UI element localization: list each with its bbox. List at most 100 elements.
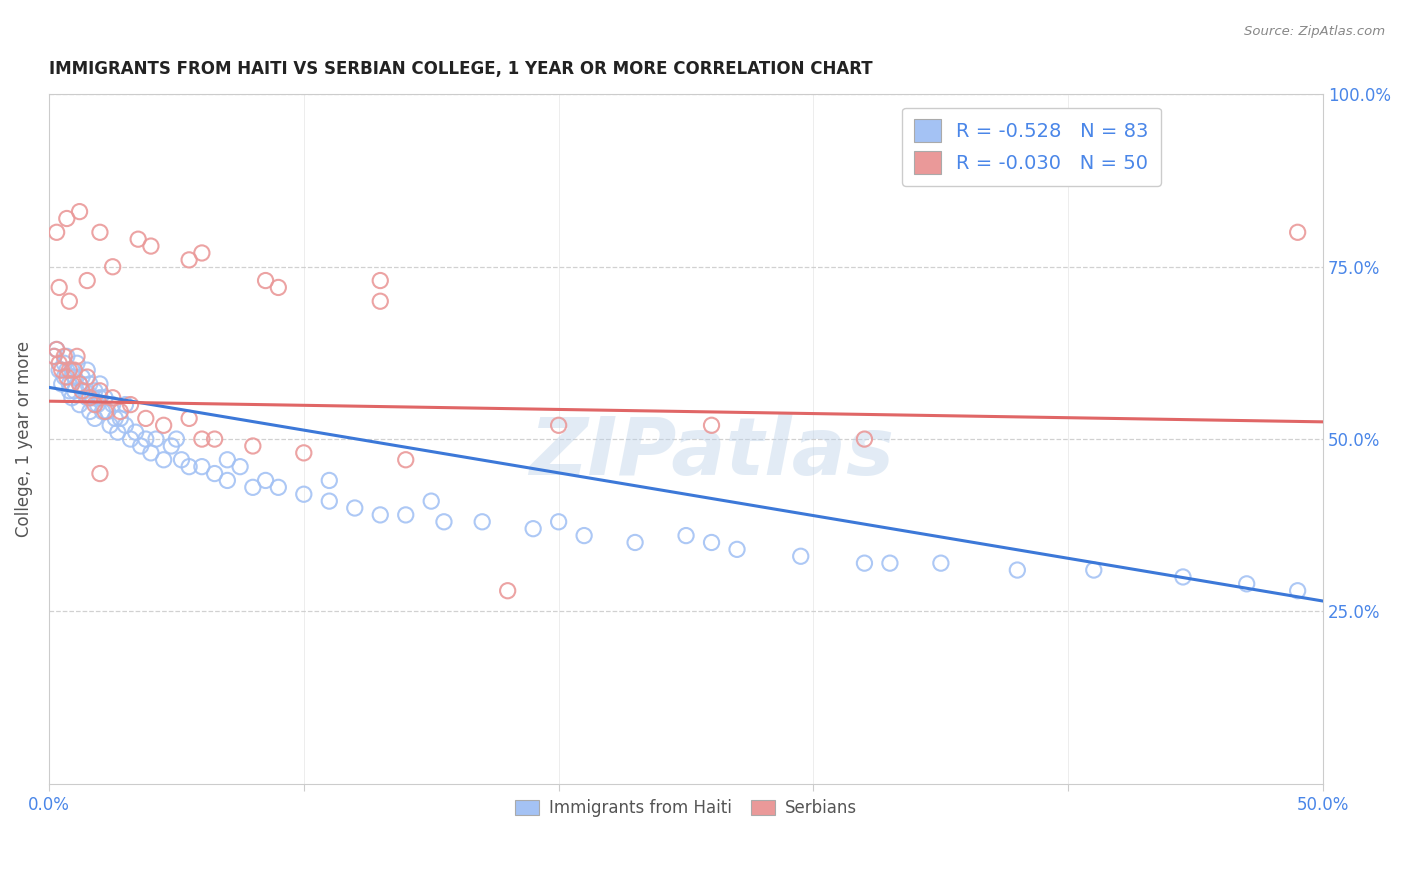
Point: [94, 391, 117, 405]
Point: [89, 467, 111, 481]
Point: [79, 404, 101, 418]
Point: [89, 225, 111, 239]
Point: [318, 494, 340, 508]
Point: [624, 535, 647, 549]
Point: [101, 398, 124, 412]
Point: [1236, 577, 1258, 591]
Point: [56, 350, 79, 364]
Point: [89, 384, 111, 398]
Y-axis label: College, 1 year or more: College, 1 year or more: [15, 341, 32, 537]
Point: [395, 452, 418, 467]
Point: [1007, 563, 1029, 577]
Point: [368, 508, 391, 522]
Point: [79, 391, 101, 405]
Point: [86, 398, 108, 412]
Point: [135, 411, 157, 425]
Point: [124, 425, 146, 440]
Point: [56, 363, 79, 377]
Point: [114, 398, 136, 412]
Point: [114, 418, 136, 433]
Point: [135, 432, 157, 446]
Point: [179, 252, 201, 267]
Point: [165, 432, 187, 446]
Point: [48, 280, 70, 294]
Point: [229, 459, 252, 474]
Point: [98, 418, 121, 433]
Point: [63, 384, 86, 398]
Point: [191, 432, 214, 446]
Point: [58, 384, 80, 398]
Point: [53, 370, 76, 384]
Point: [242, 480, 264, 494]
Text: ZIPatlas: ZIPatlas: [529, 414, 894, 491]
Point: [267, 480, 290, 494]
Point: [97, 404, 120, 418]
Point: [69, 376, 91, 391]
Text: IMMIGRANTS FROM HAITI VS SERBIAN COLLEGE, 1 YEAR OR MORE CORRELATION CHART: IMMIGRANTS FROM HAITI VS SERBIAN COLLEGE…: [49, 60, 873, 78]
Point: [45, 225, 67, 239]
Point: [160, 439, 183, 453]
Point: [853, 432, 876, 446]
Point: [267, 280, 290, 294]
Point: [83, 411, 105, 425]
Point: [91, 404, 114, 418]
Point: [879, 556, 901, 570]
Text: Source: ZipAtlas.com: Source: ZipAtlas.com: [1244, 25, 1385, 38]
Point: [76, 370, 98, 384]
Point: [292, 446, 315, 460]
Point: [191, 246, 214, 260]
Point: [853, 556, 876, 570]
Point: [242, 439, 264, 453]
Point: [433, 515, 456, 529]
Point: [82, 391, 104, 405]
Point: [152, 452, 174, 467]
Point: [1286, 225, 1309, 239]
Point: [254, 274, 277, 288]
Point: [675, 528, 697, 542]
Point: [51, 363, 73, 377]
Point: [204, 432, 226, 446]
Point: [60, 376, 83, 391]
Point: [60, 363, 83, 377]
Point: [107, 425, 129, 440]
Point: [73, 384, 96, 398]
Point: [58, 363, 80, 377]
Legend: Immigrants from Haiti, Serbians: Immigrants from Haiti, Serbians: [509, 792, 863, 823]
Point: [179, 459, 201, 474]
Point: [395, 508, 418, 522]
Point: [53, 356, 76, 370]
Point: [45, 343, 67, 357]
Point: [56, 370, 79, 384]
Point: [204, 467, 226, 481]
Point: [547, 418, 569, 433]
Point: [471, 515, 494, 529]
Point: [368, 294, 391, 309]
Point: [76, 274, 98, 288]
Point: [70, 384, 93, 398]
Point: [217, 474, 239, 488]
Point: [1083, 563, 1105, 577]
Point: [120, 432, 142, 446]
Point: [790, 549, 813, 564]
Point: [53, 350, 76, 364]
Point: [94, 404, 117, 418]
Point: [318, 474, 340, 488]
Point: [929, 556, 952, 570]
Point: [51, 376, 73, 391]
Point: [42, 350, 65, 364]
Point: [191, 459, 214, 474]
Point: [110, 404, 132, 418]
Point: [725, 542, 748, 557]
Point: [139, 446, 162, 460]
Point: [522, 522, 544, 536]
Point: [368, 274, 391, 288]
Point: [292, 487, 315, 501]
Point: [69, 376, 91, 391]
Point: [58, 376, 80, 391]
Point: [101, 391, 124, 405]
Point: [69, 204, 91, 219]
Point: [58, 294, 80, 309]
Point: [48, 356, 70, 370]
Point: [79, 376, 101, 391]
Point: [1171, 570, 1194, 584]
